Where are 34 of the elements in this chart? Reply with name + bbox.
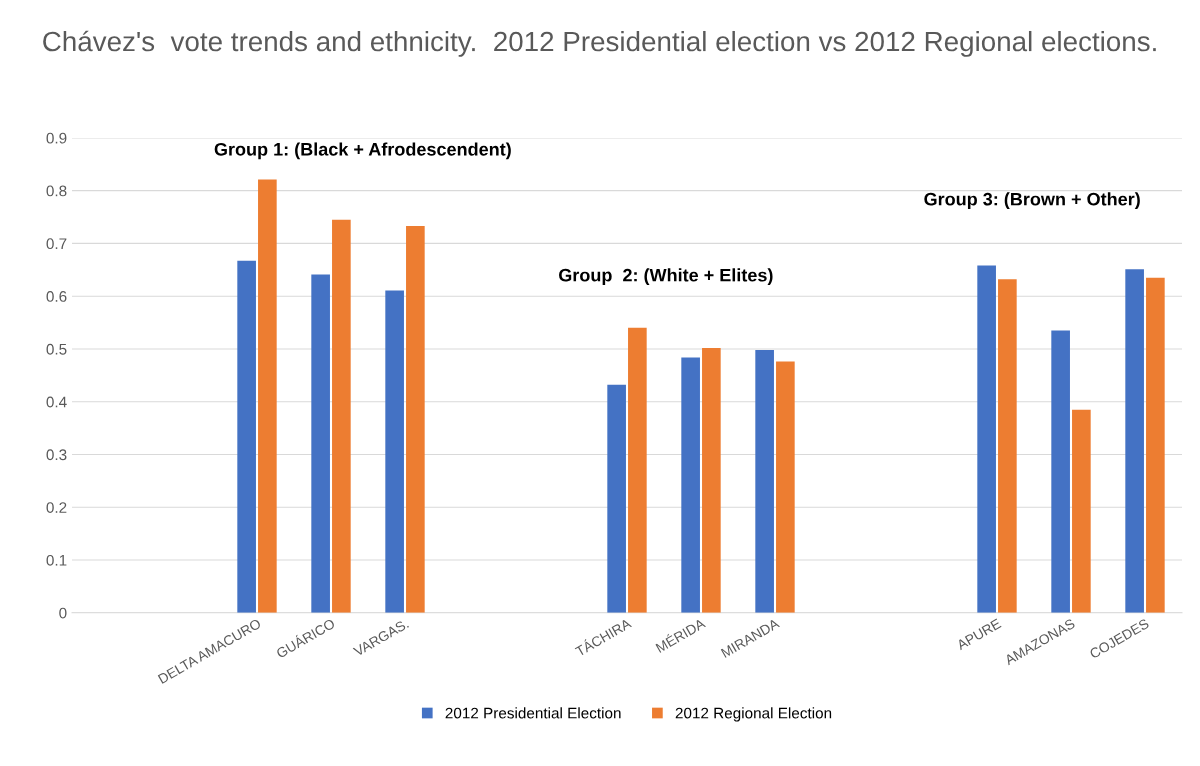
legend-label: 2012 Regional Election (675, 707, 832, 722)
annotation: Group 2: (White + Elites) (559, 268, 773, 286)
bar (258, 179, 277, 613)
y-tick-label: 0.8 (46, 185, 67, 197)
bar (607, 384, 626, 613)
y-tick-label: 0.6 (46, 291, 67, 302)
bar (755, 350, 774, 613)
bar (1072, 409, 1091, 613)
bar (702, 347, 721, 613)
y-tick-label: 0 (59, 607, 67, 619)
y-tick-label: 0.4 (46, 396, 67, 408)
bar (311, 274, 330, 613)
bar (237, 260, 256, 613)
bar (385, 290, 404, 613)
y-tick-label: 0.7 (46, 238, 67, 250)
bar (332, 219, 351, 613)
bar (977, 265, 996, 613)
y-tick-label: 0.5 (46, 343, 67, 355)
bar (1125, 269, 1144, 613)
annotation: Group 3: (Brown + Other) (924, 192, 1140, 210)
bar (776, 361, 795, 613)
bar (406, 226, 425, 613)
y-tick-label: 0.3 (46, 449, 67, 461)
bar (628, 327, 647, 613)
y-tick-label: 0.2 (46, 502, 67, 513)
y-tick-label: 0.1 (46, 554, 67, 566)
bar (1051, 330, 1070, 613)
chart-title: Chávez's vote trends and ethnicity. 2012 Presidential election vs 2012 Regional elections. (43, 30, 1156, 57)
bar (681, 357, 700, 613)
bar (1146, 277, 1165, 613)
y-tick-label: 0.9 (46, 132, 67, 144)
bar (998, 279, 1017, 613)
annotation: Group 1: (Black + Afrodescendent) (214, 142, 511, 160)
legend-label: 2012 Presidential Election (445, 707, 621, 719)
